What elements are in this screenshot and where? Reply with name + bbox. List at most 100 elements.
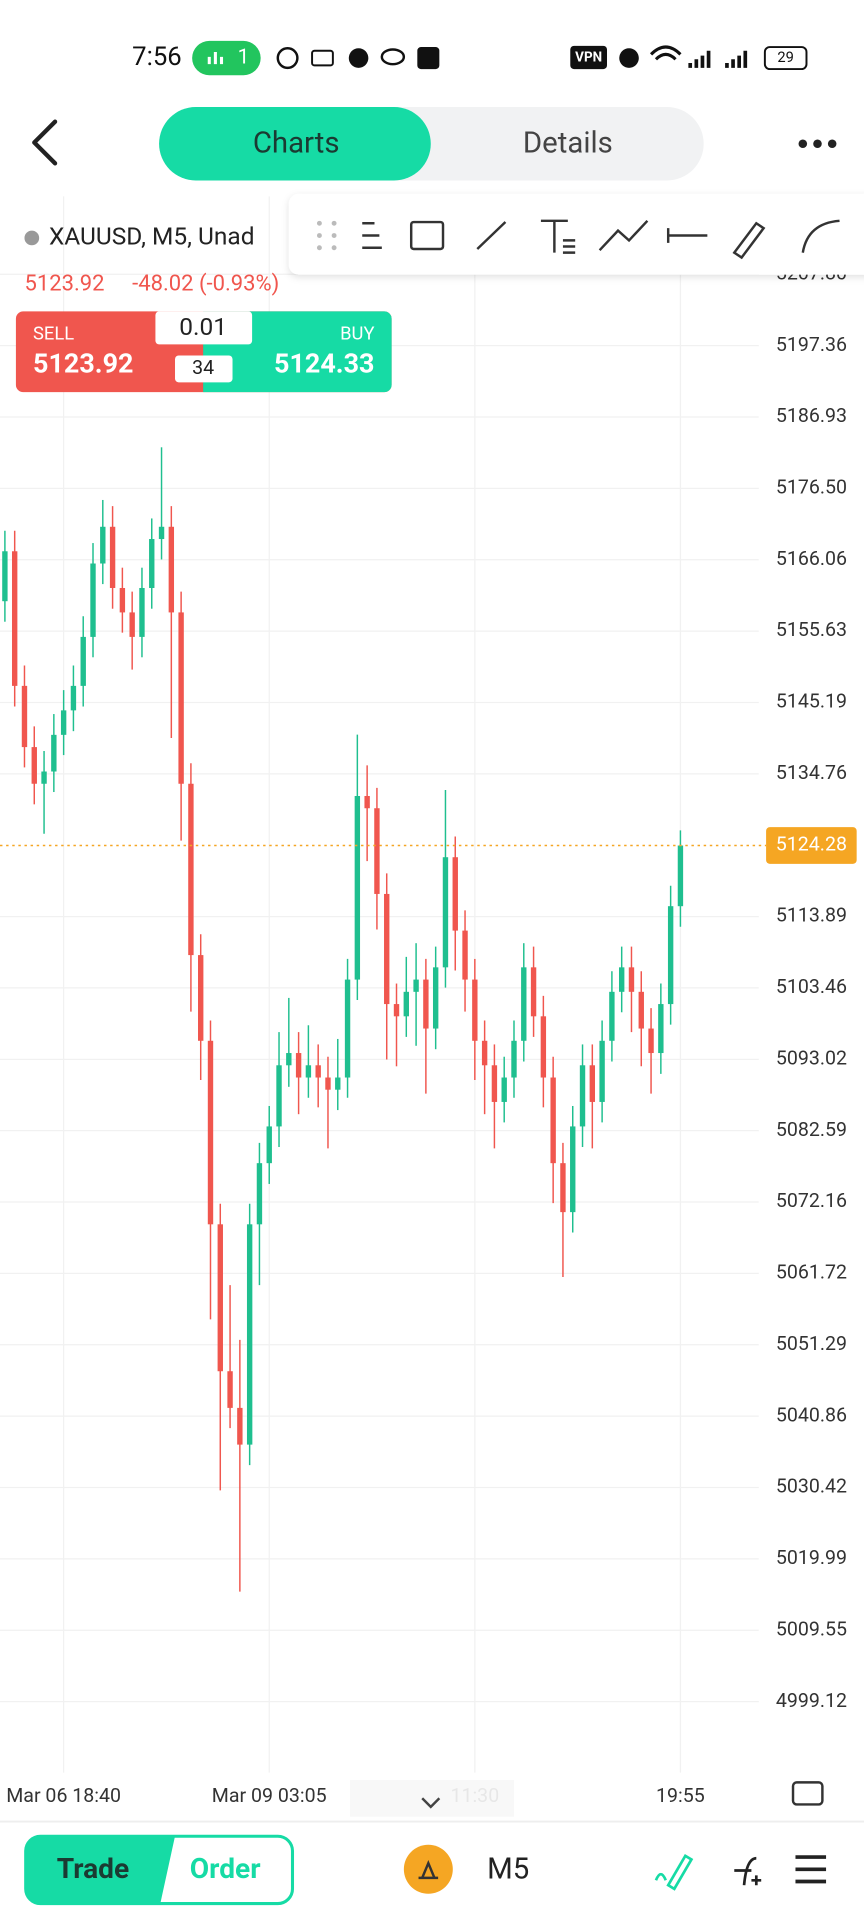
candle-body bbox=[129, 612, 135, 637]
candles bbox=[2, 447, 684, 1592]
trade-active[interactable] bbox=[25, 1836, 176, 1904]
candle-body bbox=[100, 526, 106, 564]
candle-body bbox=[374, 808, 380, 894]
candle-body bbox=[423, 979, 429, 1029]
candle-body bbox=[305, 1065, 312, 1078]
candle-body bbox=[521, 967, 527, 1041]
y-tick-label: 5051.29 bbox=[776, 1332, 847, 1355]
scroll-hint bbox=[350, 1779, 514, 1817]
axes: 5207.805197.365186.935176.505166.065155.… bbox=[0, 261, 857, 1807]
candle-body bbox=[295, 1053, 302, 1078]
candle-body bbox=[21, 685, 28, 748]
candle-body bbox=[139, 587, 145, 637]
y-tick-label: 5186.93 bbox=[776, 404, 847, 427]
draw-button[interactable] bbox=[654, 1853, 694, 1891]
fib-tool[interactable] bbox=[362, 222, 382, 249]
current-price-label: 5124.28 bbox=[776, 833, 847, 856]
path-tool[interactable] bbox=[598, 219, 649, 252]
candle-body bbox=[354, 795, 361, 980]
brush-tool[interactable] bbox=[732, 221, 766, 260]
candle-body bbox=[149, 539, 155, 588]
indicator-button[interactable] bbox=[734, 1856, 762, 1886]
quote-change: -48.02 (-0.93%) bbox=[132, 271, 279, 296]
hline-tool[interactable] bbox=[666, 228, 708, 243]
app-icon bbox=[348, 48, 369, 68]
y-tick-label: 5103.46 bbox=[776, 975, 847, 998]
candle-body bbox=[403, 991, 409, 1017]
candle-body bbox=[41, 771, 47, 784]
candle-body bbox=[481, 1040, 488, 1066]
timeframe[interactable]: M5 bbox=[487, 1852, 529, 1886]
lot-box[interactable] bbox=[155, 311, 253, 345]
battery-icon bbox=[763, 46, 808, 71]
order-button[interactable]: Order bbox=[190, 1852, 261, 1885]
candle-body bbox=[276, 1065, 282, 1127]
candle-body bbox=[648, 1028, 654, 1054]
hotspot-count: 1 bbox=[238, 46, 250, 70]
y-tick-label: 5030.42 bbox=[776, 1475, 847, 1498]
candle-body bbox=[70, 685, 77, 711]
candle-body bbox=[31, 747, 37, 784]
hotspot-pill bbox=[192, 40, 261, 76]
candle-body bbox=[442, 857, 449, 968]
candle-body bbox=[658, 1004, 664, 1054]
tab-active[interactable] bbox=[159, 107, 431, 181]
candle-body bbox=[462, 930, 468, 980]
line-tool[interactable] bbox=[476, 221, 507, 250]
text-tool[interactable] bbox=[540, 219, 576, 254]
rect-tool[interactable] bbox=[409, 220, 445, 251]
candle-body bbox=[501, 1077, 507, 1102]
app-icon bbox=[380, 48, 406, 66]
y-tick-label: 5019.99 bbox=[776, 1546, 847, 1569]
fullscreen-icon[interactable] bbox=[791, 1781, 824, 1806]
candle-body bbox=[550, 1077, 556, 1164]
back-button[interactable] bbox=[32, 119, 58, 166]
status-time: 7:56 bbox=[132, 42, 182, 72]
collapse-icon[interactable] bbox=[421, 1797, 441, 1809]
y-tick-label: 5061.72 bbox=[776, 1261, 847, 1284]
status-dot bbox=[24, 230, 40, 246]
grid bbox=[0, 196, 759, 1773]
candle-body bbox=[325, 1077, 331, 1090]
candle-body bbox=[335, 1077, 341, 1090]
menu-button[interactable] bbox=[795, 1855, 827, 1884]
arc-tool[interactable] bbox=[801, 219, 840, 253]
x-tick-label: 19:55 bbox=[656, 1784, 705, 1807]
y-tick-label: 5155.63 bbox=[776, 618, 847, 641]
candle-body bbox=[60, 710, 67, 735]
lot-size[interactable]: 0.01 bbox=[179, 312, 227, 341]
candle-body bbox=[491, 1065, 498, 1102]
candle-body bbox=[638, 991, 644, 1029]
y-tick-label: 5093.02 bbox=[776, 1047, 847, 1070]
candle-body bbox=[667, 906, 674, 1005]
y-tick-label: 5082.59 bbox=[776, 1118, 847, 1141]
app-icon bbox=[311, 49, 334, 67]
candle-body bbox=[90, 563, 96, 637]
tab-details[interactable]: Details bbox=[523, 127, 613, 161]
candle-body bbox=[677, 845, 684, 907]
vpn-text: VPN bbox=[575, 51, 602, 66]
tab-charts[interactable]: Charts bbox=[253, 127, 340, 161]
more-menu[interactable] bbox=[798, 139, 837, 149]
candle-body bbox=[628, 967, 635, 992]
candle-body bbox=[119, 587, 126, 613]
signal-icon bbox=[688, 50, 748, 68]
trade-button[interactable]: Trade bbox=[57, 1852, 129, 1885]
candle-body bbox=[393, 1004, 400, 1017]
candle-body bbox=[579, 1065, 586, 1127]
candle-body bbox=[178, 612, 184, 784]
candle-body bbox=[540, 1016, 547, 1078]
y-tick-label: 4999.12 bbox=[776, 1689, 847, 1712]
app-icon bbox=[417, 47, 440, 70]
alarm-icon bbox=[619, 48, 639, 68]
candle-body bbox=[589, 1065, 596, 1102]
candle-body bbox=[315, 1065, 321, 1078]
candle-body bbox=[51, 734, 57, 772]
toolbar-icons bbox=[316, 219, 840, 260]
candle-body bbox=[266, 1126, 272, 1164]
y-tick-label: 5145.19 bbox=[776, 690, 847, 713]
battery-level: 29 bbox=[777, 48, 794, 66]
candle-body bbox=[237, 1407, 243, 1445]
y-tick-label: 5134.76 bbox=[776, 761, 847, 784]
y-tick-label: 5040.86 bbox=[776, 1403, 847, 1426]
